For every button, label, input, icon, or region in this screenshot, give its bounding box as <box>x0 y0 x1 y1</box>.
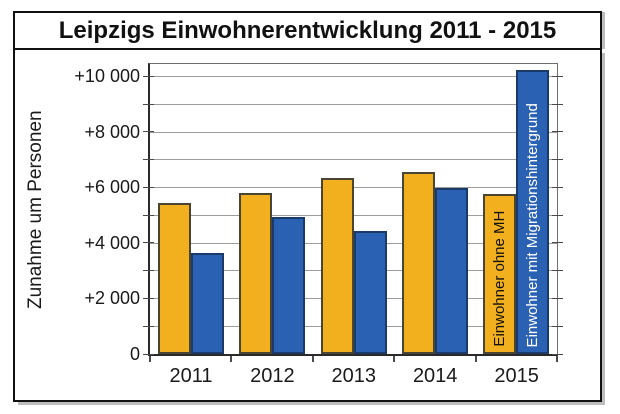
x-tick-label-2015: 2015 <box>494 365 539 387</box>
y-tick-left-6000 <box>143 186 154 188</box>
bar-2014-series2 <box>434 187 468 354</box>
y-tick-right-9000 <box>552 103 563 105</box>
y-tick-left-3000 <box>143 270 154 272</box>
chart-box: Zunahme um Personen Einwohner ohne MH Ein… <box>13 48 602 402</box>
y-tick-right-2000 <box>552 297 563 299</box>
bar-2014-series1 <box>401 172 435 354</box>
bar-2013-series1 <box>320 177 354 354</box>
x-tick-label-2011: 2011 <box>169 365 213 387</box>
y-tick-label-0: 0 <box>129 344 140 364</box>
bar-2011-series2 <box>190 252 224 354</box>
x-tick-3 <box>393 356 396 362</box>
x-tick-label-2012: 2012 <box>250 365 295 387</box>
gridline-9000 <box>150 103 557 105</box>
x-tick-2 <box>311 356 314 362</box>
bar-2011-series1 <box>157 202 191 354</box>
y-tick-label-6000: +6 000 <box>84 177 140 198</box>
figure-frame: Leipzigs Einwohnerentwicklung 2011 - 201… <box>13 11 602 402</box>
gridline-5000 <box>150 214 557 216</box>
y-tick-right-4000 <box>552 242 563 244</box>
y-tick-left-4000 <box>143 242 154 244</box>
bar-series-label: Einwohner mit Migrationshintergrund <box>524 102 542 347</box>
x-tick-label-2014: 2014 <box>412 365 458 387</box>
chart-title: Leipzigs Einwohnerentwicklung 2011 - 201… <box>13 11 602 50</box>
y-tick-right-5000 <box>552 214 563 216</box>
y-tick-right-7000 <box>552 159 563 161</box>
y-tick-left-5000 <box>143 214 154 216</box>
y-tick-left-9000 <box>143 103 154 105</box>
x-tick-4 <box>474 356 477 362</box>
chart-inner: Zunahme um Personen Einwohner ohne MH Ein… <box>15 50 600 400</box>
bar-2012-series2 <box>272 216 306 354</box>
y-tick-label-10000: +10 000 <box>74 66 140 87</box>
y-tick-left-1000 <box>143 325 154 327</box>
y-tick-right-6000 <box>552 186 563 188</box>
y-tick-label-2000: +2 000 <box>84 288 140 309</box>
y-tick-right-10000 <box>552 75 563 77</box>
bar-2015-series1: Einwohner ohne MH <box>483 194 517 354</box>
bar-2015-series2: Einwohner mit Migrationshintergrund <box>516 69 550 354</box>
y-tick-left-0 <box>143 353 154 355</box>
y-tick-right-3000 <box>552 270 563 272</box>
y-axis-title: Zunahme um Personen <box>25 110 46 309</box>
gridline-7000 <box>150 159 557 161</box>
x-tick-0 <box>149 356 151 362</box>
y-tick-right-0 <box>552 353 563 355</box>
y-tick-right-1000 <box>552 325 563 327</box>
y-tick-label-4000: +4 000 <box>84 232 140 253</box>
x-tick-5 <box>556 356 558 362</box>
plot-area: Einwohner ohne MH Einwohner mit Migration… <box>148 63 558 356</box>
bar-2013-series2 <box>353 230 387 354</box>
y-tick-right-8000 <box>552 131 563 133</box>
y-tick-left-7000 <box>143 159 154 161</box>
bar-2012-series1 <box>239 193 273 354</box>
gridline-6000 <box>150 187 557 188</box>
gridline-8000 <box>150 131 557 133</box>
y-tick-left-8000 <box>143 131 154 133</box>
gridline-10000 <box>150 76 557 77</box>
x-tick-label-2013: 2013 <box>331 365 377 387</box>
y-tick-left-2000 <box>143 297 154 299</box>
y-tick-left-10000 <box>143 75 154 77</box>
y-tick-label-8000: +8 000 <box>84 121 140 142</box>
bar-series-label: Einwohner ohne MH <box>491 211 509 347</box>
x-tick-1 <box>230 356 233 362</box>
